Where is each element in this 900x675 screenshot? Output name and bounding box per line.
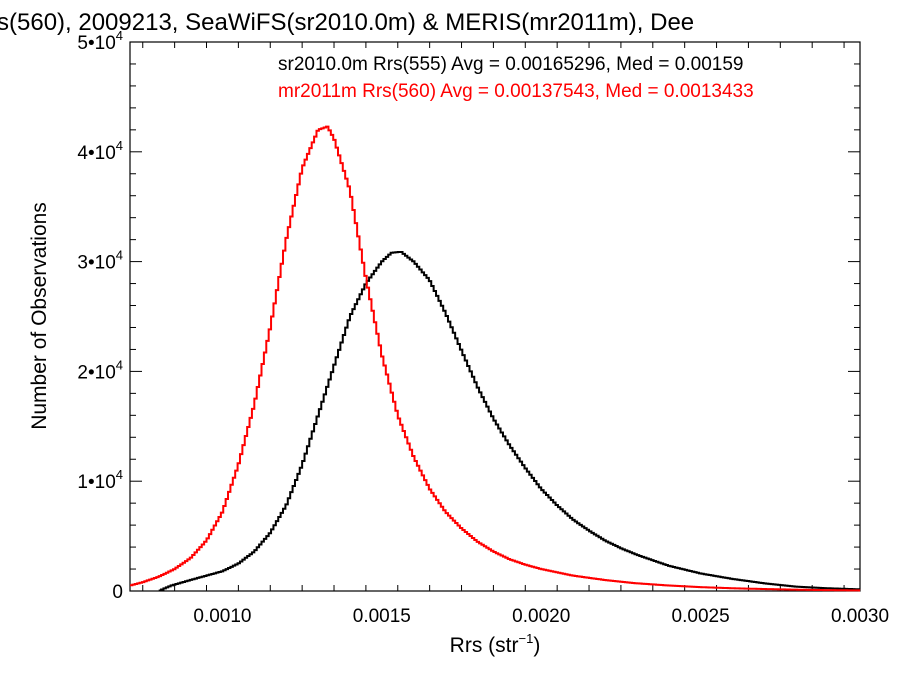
- y-tick-label-exponent: 4: [116, 357, 123, 372]
- x-axis-title: Rrs (str−1): [450, 631, 541, 657]
- y-tick-label-exponent: 4: [116, 28, 123, 43]
- y-tick-label-exponent: 4: [116, 248, 123, 263]
- y-tick-label: 0: [112, 582, 123, 603]
- x-axis-title-main: Rrs (str: [450, 634, 519, 657]
- y-tick-label-base: 3•10: [77, 253, 115, 274]
- x-tick-label: 0.0010: [193, 606, 251, 627]
- plot-frame: [129, 41, 861, 592]
- legend-entry-sr2010: sr2010.0m Rrs(555) Avg = 0.00165296, Med…: [278, 54, 743, 75]
- x-tick-label: 0.0015: [353, 606, 411, 627]
- y-tick-label: 3•104: [77, 248, 123, 274]
- y-tick-label-base: 4•10: [77, 143, 115, 164]
- data-series: [130, 125, 861, 592]
- y-tick-label: 4•104: [77, 138, 123, 164]
- x-tick-label: 0.0025: [672, 606, 730, 627]
- x-tick-label: 0.0020: [512, 606, 570, 627]
- y-tick-label-base: 0: [112, 582, 123, 603]
- legend-entry-mr2011: mr2011m Rrs(560) Avg = 0.00137543, Med =…: [278, 81, 754, 102]
- y-tick-label: 2•104: [77, 357, 123, 383]
- series-line-1: [130, 125, 861, 592]
- chart-title: s(560), 2009213, SeaWiFS(sr2010.0m) & ME…: [0, 9, 694, 36]
- x-axis-title-close: ): [533, 634, 540, 657]
- y-tick-label-base: 5•10: [77, 33, 115, 54]
- y-tick-label-exponent: 4: [116, 138, 123, 153]
- y-axis-title: Number of Observations: [28, 202, 51, 430]
- x-axis-title-superscript: −1: [519, 631, 534, 646]
- series-line-0: [158, 250, 861, 592]
- y-tick-label-base: 1•10: [77, 472, 115, 493]
- x-tick-label: 0.0030: [831, 606, 889, 627]
- y-tick-label-exponent: 4: [116, 467, 123, 482]
- x-axis-ticks: 0.0010 0.0015 0.0020 0.0025 0.0030: [142, 42, 889, 627]
- y-tick-label: 1•104: [77, 467, 123, 493]
- y-tick-label: 5•104: [77, 28, 123, 54]
- y-tick-label-base: 2•10: [77, 362, 115, 383]
